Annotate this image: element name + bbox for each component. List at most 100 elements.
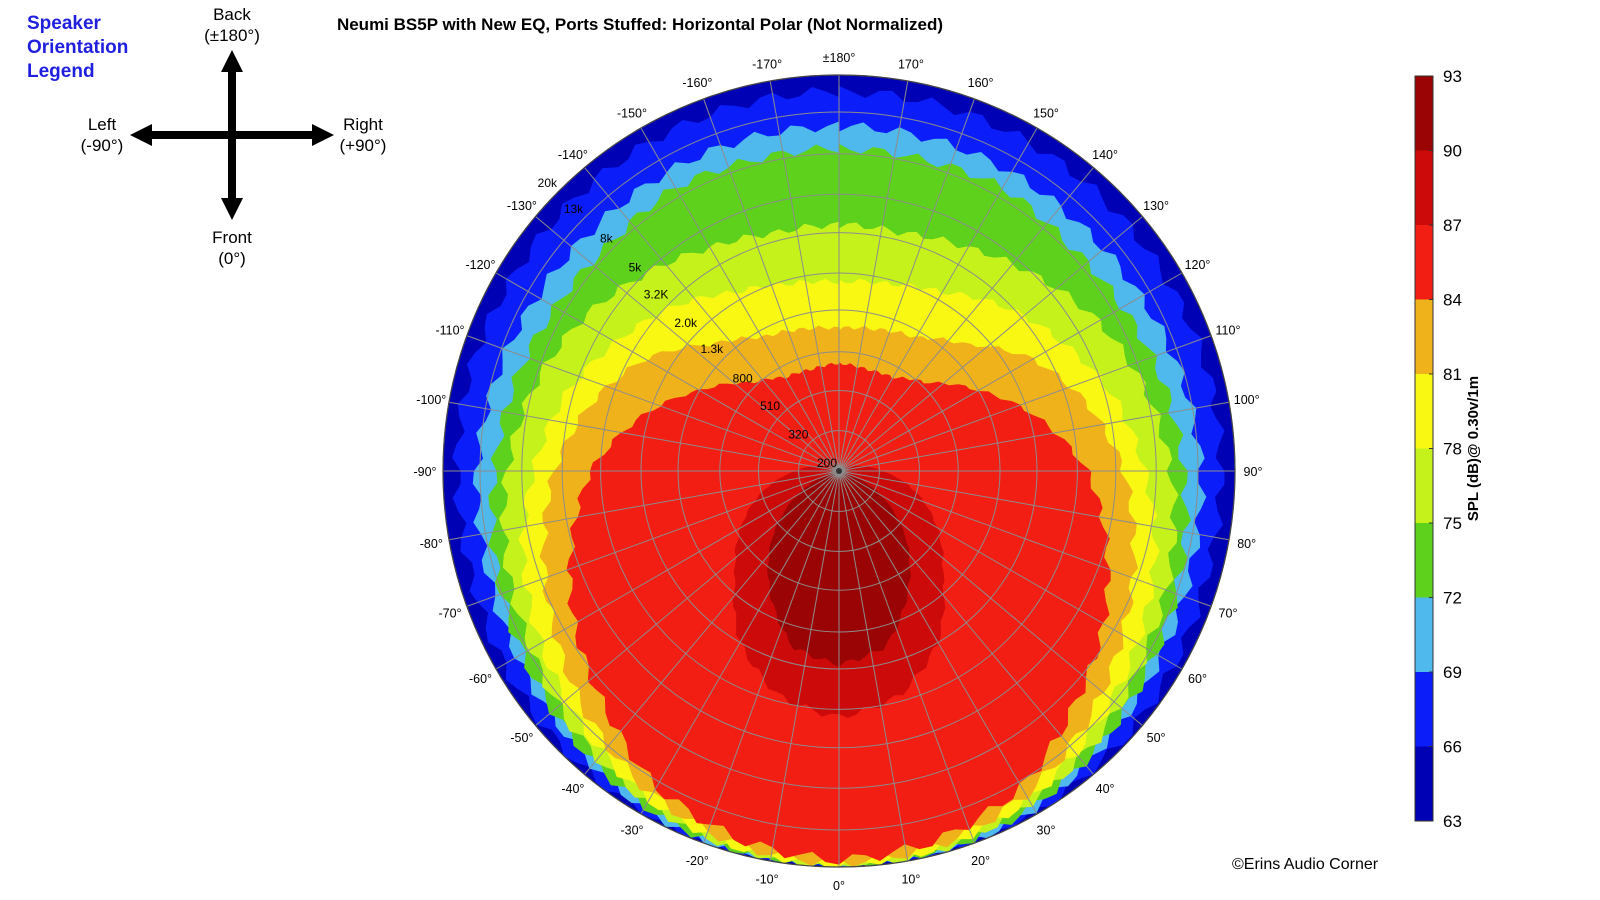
copyright-text: ©Erins Audio Corner (1232, 856, 1379, 873)
frequency-tick-label: 2.0k (674, 316, 698, 330)
grid-spoke (838, 470, 1183, 670)
orientation-left-text: Left (87, 115, 117, 134)
orientation-back-angle: (±180°) (204, 26, 260, 45)
grid-spoke (640, 470, 840, 815)
orientation-back-label: Back (±180°) (182, 4, 282, 46)
angle-tick-label: -60° (469, 672, 492, 686)
angle-tick-label: -160° (682, 76, 712, 90)
angle-tick-label: 70° (1219, 607, 1238, 621)
angle-tick-label: 130° (1143, 199, 1169, 213)
frequency-tick-label: 20k (538, 176, 558, 190)
colorbar-tick-label: 78 (1443, 440, 1462, 459)
angle-tick-label: -20° (686, 854, 709, 868)
frequency-tick-label: 3.2K (644, 287, 669, 301)
orientation-legend-title: Speaker Orientation Legend (27, 12, 128, 84)
orientation-right-text: Right (343, 115, 383, 134)
angle-tick-label: 110° (1216, 323, 1241, 337)
orientation-left-label: Left (-90°) (57, 114, 147, 156)
angle-tick-label: 30° (1037, 824, 1056, 838)
angle-tick-label: -130° (507, 199, 537, 213)
angle-tick-label: -150° (617, 107, 647, 121)
angle-tick-label: 80° (1237, 537, 1256, 551)
angle-tick-label: -170° (752, 57, 782, 71)
orientation-legend-title-line-2: Orientation (27, 37, 129, 58)
grid-spoke (584, 167, 840, 472)
orientation-back-text: Back (213, 5, 251, 24)
orientation-left-angle: (-90°) (80, 136, 124, 155)
colorbar-swatch-87 (1415, 150, 1433, 225)
colorbar-tick-label: 87 (1443, 216, 1462, 235)
angle-tick-label: -140° (558, 148, 588, 162)
grid-spoke (838, 216, 1143, 472)
angle-tick-label: -40° (561, 782, 584, 796)
grid-spoke (838, 272, 1183, 472)
angle-tick-label: 170° (898, 57, 924, 71)
angle-tick-label: 160° (968, 76, 994, 90)
colorbar-swatch-90 (1415, 76, 1433, 151)
colorbar-tick-label: 84 (1443, 291, 1462, 310)
grid-spoke (466, 470, 840, 607)
angle-tick-label: -120° (465, 258, 495, 272)
angle-tick-label: 0° (833, 879, 845, 893)
orientation-arrows-icon (130, 50, 334, 220)
colorbar-tick-label: 81 (1443, 365, 1462, 384)
grid-spoke (838, 127, 1038, 472)
orientation-front-angle: (0°) (218, 249, 246, 268)
angle-tick-label: 150° (1033, 107, 1059, 121)
orientation-legend-title-line-1: Speaker (27, 13, 101, 34)
angle-tick-label: -100° (416, 393, 446, 407)
colorbar-swatch-63 (1415, 746, 1433, 821)
grid-spoke (838, 80, 909, 472)
grid-spoke (535, 470, 840, 726)
frequency-tick-label: 5k (629, 260, 643, 274)
angle-tick-label: -110° (435, 323, 464, 337)
grid-spoke (584, 470, 840, 775)
frequency-tick-label: 320 (788, 427, 808, 441)
grid-spoke (838, 470, 1094, 775)
grid-spoke (448, 470, 840, 541)
angle-tick-label: 50° (1147, 731, 1166, 745)
frequency-tick-label: 800 (733, 372, 753, 386)
angle-tick-label: 40° (1096, 782, 1115, 796)
grid-spoke (495, 470, 840, 670)
grid-spoke (448, 401, 840, 472)
grid-spoke (838, 401, 1230, 472)
grid-spoke (838, 335, 1212, 472)
orientation-front-text: Front (212, 228, 252, 247)
colorbar-swatch-84 (1415, 225, 1433, 300)
colorbar-tick-label: 63 (1443, 812, 1462, 831)
grid-spoke (838, 470, 909, 862)
grid-spoke (703, 98, 840, 472)
angle-tick-label: 60° (1188, 672, 1207, 686)
angle-tick-label: 100° (1234, 393, 1260, 407)
orientation-legend-title-line-3: Legend (27, 61, 95, 82)
colorbar-tick-label: 69 (1443, 663, 1462, 682)
grid-spoke (838, 470, 1212, 607)
colorbar-swatch-78 (1415, 374, 1433, 449)
grid-spoke (703, 470, 840, 844)
angle-tick-label: 10° (901, 873, 920, 887)
polar-center (836, 468, 842, 474)
angle-tick-label: -10° (756, 873, 779, 887)
colorbar-tick-label: 75 (1443, 514, 1462, 533)
angle-tick-label: -50° (510, 731, 533, 745)
frequency-tick-label: 200 (817, 456, 837, 470)
orientation-right-label: Right (+90°) (318, 114, 408, 156)
colorbar-label: SPL (dB)@ 0.30v/1m (1465, 376, 1482, 521)
orientation-front-label: Front (0°) (182, 227, 282, 269)
colorbar-swatch-66 (1415, 672, 1433, 747)
colorbar-swatch-81 (1415, 299, 1433, 374)
colorbar-tick-label: 90 (1443, 142, 1462, 161)
frequency-tick-label: 13k (564, 202, 584, 216)
angle-tick-label: -70° (438, 607, 461, 621)
angle-tick-label: -90° (413, 465, 436, 479)
angle-tick-label: ±180° (823, 51, 856, 65)
frequency-tick-label: 1.3k (701, 342, 725, 356)
orientation-right-angle: (+90°) (339, 136, 387, 155)
frequency-tick-label: 8k (600, 232, 614, 246)
grid-spoke (769, 470, 840, 862)
grid-spoke (838, 98, 975, 472)
angle-tick-label: 120° (1185, 258, 1211, 272)
colorbar-tick-label: 93 (1443, 67, 1462, 86)
